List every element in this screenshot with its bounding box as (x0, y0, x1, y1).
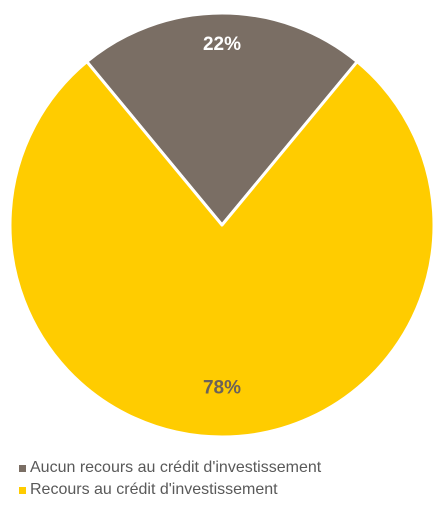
legend-swatch-no-credit (19, 464, 26, 472)
legend-swatch-credit (19, 486, 26, 494)
pie-data-labels: 22% 78% (203, 34, 241, 398)
legend: Aucun recours au crédit d'investissement… (19, 457, 429, 501)
legend-item-no-credit: Aucun recours au crédit d'investissement (19, 457, 429, 479)
data-label-1: 22% (203, 34, 241, 55)
pie-slice-2 (8, 60, 434, 439)
pie-chart: 22% 78% (8, 11, 434, 439)
legend-item-credit: Recours au crédit d'investissement (19, 479, 429, 501)
pie-slice-1 (85, 11, 359, 227)
pie-chart-svg: 22% 78% (8, 11, 434, 439)
legend-label-credit: Recours au crédit d'investissement (30, 481, 278, 498)
data-label-2: 78% (203, 377, 241, 398)
pie-slices (8, 11, 434, 439)
legend-label-no-credit: Aucun recours au crédit d'investissement (30, 459, 322, 476)
